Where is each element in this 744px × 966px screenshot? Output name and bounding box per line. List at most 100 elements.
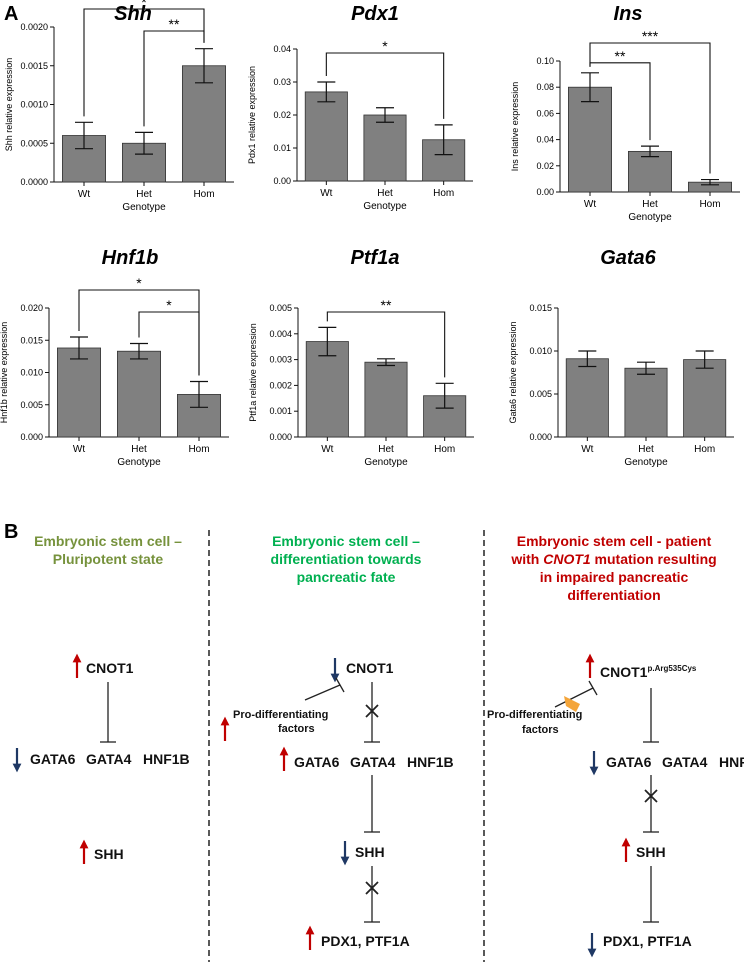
col1-heading-line2: Pluripotent state xyxy=(53,551,164,567)
x-axis-label: Genotype xyxy=(122,202,166,213)
col1-gene-hnf1b: HNF1B xyxy=(143,751,190,767)
col2-shh: SHH xyxy=(355,844,385,860)
col2-gene-gata6: GATA6 xyxy=(294,754,340,770)
x-axis-label: Genotype xyxy=(363,201,407,212)
bar-wt xyxy=(565,358,609,438)
y-tick-label: 0.010 xyxy=(20,368,43,378)
factors-inhibition-line xyxy=(304,684,341,701)
blocked-x-icon xyxy=(644,789,658,803)
bar-hom xyxy=(683,359,727,438)
category-label: Wt xyxy=(73,444,85,455)
category-label: Het xyxy=(638,444,654,455)
diagram-column-pluripotent: Embryonic stem cell – Pluripotent state … xyxy=(12,533,190,864)
y-tick-label: 0.0015 xyxy=(20,61,48,71)
significance-bracket xyxy=(83,8,205,117)
category-label: Hom xyxy=(188,444,209,455)
col3-cnot1: CNOT1p.Arg535Cys xyxy=(600,664,697,680)
category-label: Hom xyxy=(694,444,715,455)
col2-factors-line1: Pro-differentiating xyxy=(233,709,328,721)
col3-factors-line1: Pro-differentiating xyxy=(487,709,582,721)
y-tick-label: 0.005 xyxy=(529,389,552,399)
factors-inhibition-bar xyxy=(335,677,345,693)
chart-title: Ins xyxy=(614,3,643,25)
col3-heading-line1: Embryonic stem cell - patient xyxy=(517,533,712,549)
col3-targets: PDX1, PTF1A xyxy=(603,933,692,949)
category-label: Wt xyxy=(78,189,90,200)
category-label: Het xyxy=(131,444,147,455)
y-tick-label: 0.01 xyxy=(273,143,291,153)
category-label: Hom xyxy=(433,188,454,199)
category-label: Het xyxy=(642,199,658,210)
y-tick-label: 0.00 xyxy=(536,187,554,197)
y-tick-label: 0.10 xyxy=(536,56,554,66)
col3-factors-line2: factors xyxy=(522,724,559,736)
bar-wt xyxy=(305,341,349,438)
y-tick-label: 0.03 xyxy=(273,77,291,87)
x-axis-label: Genotype xyxy=(364,457,408,468)
category-label: Wt xyxy=(581,444,593,455)
y-axis-label: Ins relative expression xyxy=(510,82,520,172)
y-tick-label: 0.002 xyxy=(269,380,292,390)
y-tick-label: 0.0005 xyxy=(20,138,48,148)
significance-bracket xyxy=(325,52,445,119)
col2-factors-line2: factors xyxy=(278,723,315,735)
bar-het xyxy=(363,114,407,182)
chart-title: Hnf1b xyxy=(102,247,159,269)
y-tick-label: 0.005 xyxy=(20,400,43,410)
col1-heading-line1: Embryonic stem cell – xyxy=(34,533,182,549)
y-tick-label: 0.000 xyxy=(20,432,43,442)
category-label: Wt xyxy=(320,188,332,199)
y-axis-label: Hnf1b relative expression xyxy=(0,322,9,424)
col2-heading-line2: differentiation towards xyxy=(271,551,422,567)
col2-heading-line1: Embryonic stem cell – xyxy=(272,533,420,549)
diagram-column-differentiation: Embryonic stem cell – differentiation to… xyxy=(220,533,454,950)
col3-shh: SHH xyxy=(636,844,666,860)
significance-label: * xyxy=(136,275,142,291)
chart-hnf1b: Hnf1b 0.000 0.005 0.010 0.015 0.020 Hnf1b rela… xyxy=(0,247,229,468)
y-tick-label: 0.000 xyxy=(529,432,552,442)
chart-ptf1a: Ptf1a 0.000 0.001 0.002 0.003 0.004 0.005 Ptf1a… xyxy=(248,247,474,468)
y-tick-label: 0.00 xyxy=(273,176,291,186)
significance-bracket xyxy=(326,311,446,378)
category-label: Het xyxy=(136,189,152,200)
bar-wt xyxy=(57,347,102,438)
category-label: Hom xyxy=(699,199,720,210)
col3-heading-line2: with CNOT1 mutation resulting xyxy=(510,551,716,567)
col3-heading-line3: in impaired pancreatic xyxy=(540,569,689,585)
y-tick-label: 0.001 xyxy=(269,406,292,416)
factors-inhibition-line xyxy=(554,687,594,708)
significance-label: ** xyxy=(381,297,392,313)
y-tick-label: 0.004 xyxy=(269,329,292,339)
y-tick-label: 0.020 xyxy=(20,303,43,313)
significance-label: *** xyxy=(642,28,659,44)
y-tick-label: 0.02 xyxy=(536,161,554,171)
chart-title: Pdx1 xyxy=(351,3,399,25)
y-tick-label: 0.000 xyxy=(269,432,292,442)
mutation-lightning-icon xyxy=(564,696,580,712)
y-tick-label: 0.010 xyxy=(529,346,552,356)
y-tick-label: 0.04 xyxy=(536,135,554,145)
category-label: Hom xyxy=(434,444,455,455)
y-tick-label: 0.08 xyxy=(536,82,554,92)
diagram-column-patient: Embryonic stem cell - patient with CNOT1… xyxy=(487,533,744,958)
col2-gene-hnf1b: HNF1B xyxy=(407,754,454,770)
x-axis-label: Genotype xyxy=(624,457,668,468)
significance-label: ** xyxy=(615,48,626,64)
bar-hom xyxy=(181,65,226,183)
panel-b-label: B xyxy=(4,521,18,543)
col1-gene-gata6: GATA6 xyxy=(30,751,76,767)
y-tick-label: 0.0020 xyxy=(20,22,48,32)
category-label: Wt xyxy=(584,199,596,210)
col1-cnot1: CNOT1 xyxy=(86,660,134,676)
col2-targets: PDX1, PTF1A xyxy=(321,933,410,949)
bar-het xyxy=(628,150,673,193)
y-tick-label: 0.0000 xyxy=(20,177,48,187)
significance-label: * xyxy=(382,38,388,54)
col3-gene-gata4: GATA4 xyxy=(662,754,708,770)
chart-ins: Ins 0.00 0.02 0.04 0.06 0.08 0.10 Ins relative … xyxy=(510,3,740,223)
col2-gene-gata4: GATA4 xyxy=(350,754,396,770)
bar-het xyxy=(624,367,668,438)
col1-shh: SHH xyxy=(94,846,124,862)
